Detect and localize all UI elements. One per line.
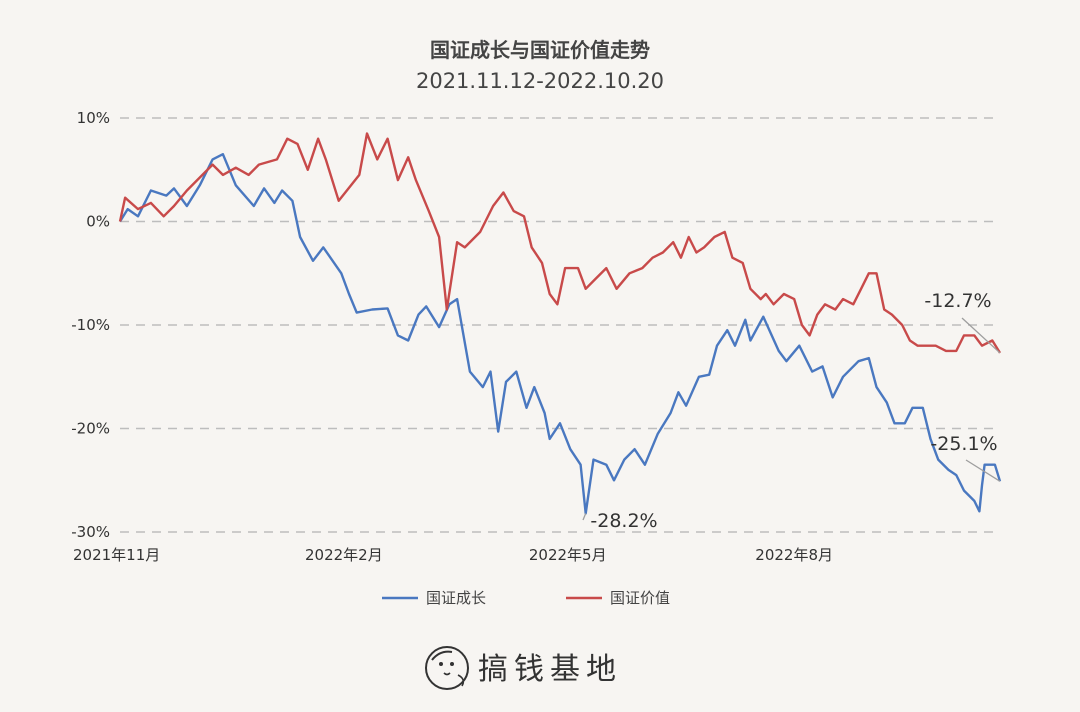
series-lines	[118, 132, 1002, 515]
brand-name: 搞钱基地	[478, 652, 622, 687]
annotation-label: -28.2%	[590, 510, 657, 532]
annotation-label: -12.7%	[924, 290, 991, 312]
chart-title: 国证成长与国证价值走势	[430, 38, 650, 62]
series-line-value	[118, 132, 1002, 354]
y-axis: 10% 0% -10% -20% -30%	[71, 109, 110, 541]
annotation-label: -25.1%	[930, 433, 997, 455]
series-line-growth	[118, 153, 1002, 515]
grid-lines	[120, 117, 1000, 533]
x-tick-label: 2022年5月	[529, 546, 607, 564]
x-tick-label: 2022年2月	[305, 546, 383, 564]
cartoon-face-icon	[425, 646, 469, 690]
annotation-leader	[582, 513, 587, 521]
legend: 国证成长 国证价值	[382, 589, 670, 607]
y-tick-label: 10%	[77, 109, 110, 127]
annotation-leader	[965, 459, 1001, 482]
y-tick-label: 0%	[86, 213, 110, 231]
chart-subtitle: 2021.11.12-2022.10.20	[416, 69, 664, 93]
annotations: -12.7% -25.1% -28.2%	[582, 290, 1001, 532]
brand-logo: 搞钱基地	[425, 646, 622, 690]
y-tick-label: -30%	[71, 523, 110, 541]
x-axis: 2021年11月 2022年2月 2022年5月 2022年8月	[73, 546, 833, 564]
x-tick-label: 2022年8月	[755, 546, 833, 564]
legend-label: 国证价值	[610, 589, 670, 607]
annotation-leader	[961, 317, 1001, 354]
y-tick-label: -20%	[71, 420, 110, 438]
y-tick-label: -10%	[71, 316, 110, 334]
legend-label: 国证成长	[426, 589, 486, 607]
x-tick-label: 2021年11月	[73, 546, 160, 564]
